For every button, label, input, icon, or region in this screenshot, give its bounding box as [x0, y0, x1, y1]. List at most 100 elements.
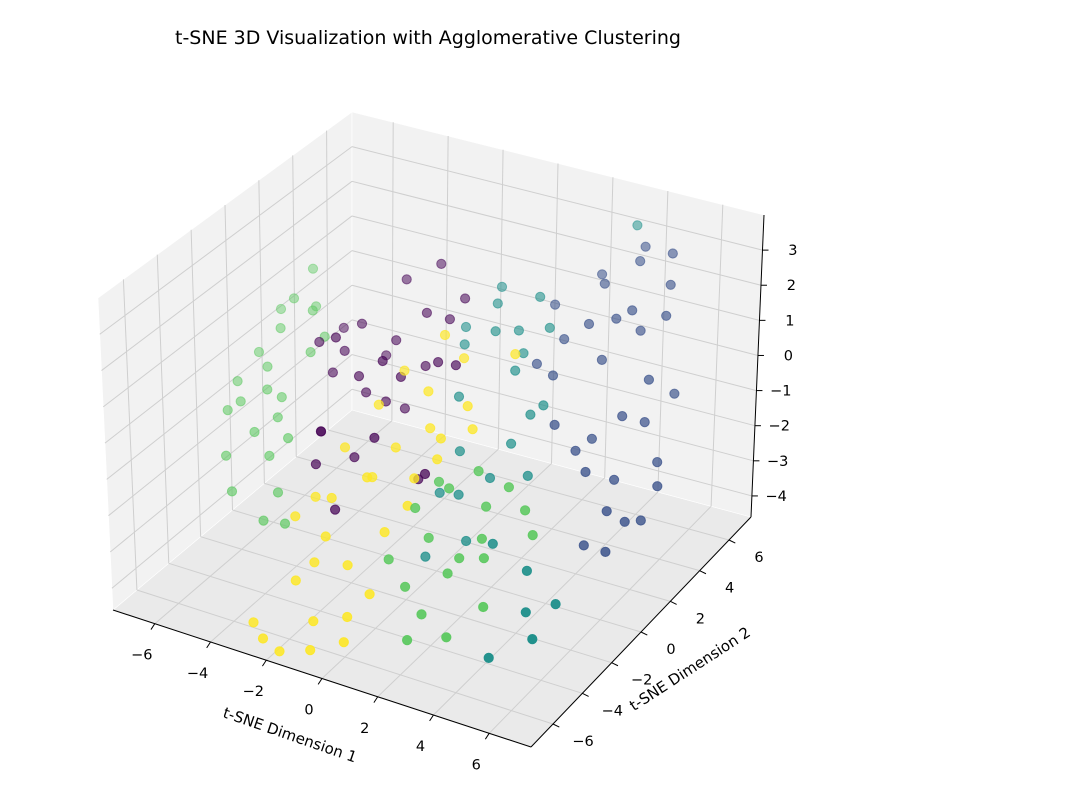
data-point-cluster-0 [349, 452, 360, 463]
data-point-cluster-1 [583, 318, 595, 330]
data-point-cluster-0 [316, 426, 327, 437]
data-point-cluster-4 [364, 589, 375, 600]
data-point-cluster-4 [320, 531, 331, 542]
data-point-cluster-2 [632, 220, 643, 231]
y-tick-mark [552, 723, 560, 728]
z-tick-label: −2 [769, 419, 790, 435]
data-point-cluster-3 [283, 433, 294, 444]
x-tick-label: 0 [304, 703, 313, 719]
data-point-cluster-0 [327, 367, 338, 378]
data-point-cluster-4 [362, 472, 373, 483]
z-tick-label: −4 [766, 489, 787, 505]
x-tick-label: 6 [472, 757, 481, 773]
data-point-cluster-1 [635, 256, 646, 267]
data-point-cluster-2 [520, 607, 531, 618]
data-point-cluster-0 [419, 468, 431, 480]
data-point-cluster-3 [423, 532, 434, 544]
data-point-cluster-4 [310, 491, 321, 502]
data-point-cluster-1 [639, 417, 650, 428]
grid-line-x-back [551, 163, 559, 464]
z-tick-label: −3 [767, 454, 788, 470]
data-point-cluster-2 [434, 487, 445, 498]
y-tick-label: 4 [725, 581, 734, 597]
data-point-cluster-1 [578, 540, 589, 551]
data-point-cluster-2 [513, 325, 525, 336]
data-point-cluster-0 [369, 432, 380, 443]
x-tick-label: 4 [416, 739, 425, 755]
data-point-cluster-0 [391, 335, 402, 346]
data-point-cluster-3 [275, 323, 286, 334]
grid-line-y-left [292, 155, 297, 457]
data-point-cluster-3 [400, 581, 411, 592]
grid-line-y-left [224, 204, 233, 511]
grid-line-z-left [99, 146, 353, 335]
data-point-cluster-2 [460, 321, 472, 333]
data-point-cluster-4 [467, 424, 478, 435]
data-point-cluster-1 [531, 358, 543, 369]
data-point-cluster-2 [538, 400, 549, 411]
y-tick-mark [640, 631, 648, 636]
data-point-cluster-4 [439, 329, 451, 341]
data-point-cluster-3 [253, 346, 265, 358]
data-point-cluster-3 [276, 392, 287, 403]
data-point-cluster-3 [288, 293, 300, 304]
data-point-cluster-3 [454, 553, 465, 564]
y-tick-label: −4 [602, 703, 623, 719]
data-point-cluster-3 [307, 263, 319, 274]
data-point-cluster-0 [420, 360, 431, 372]
grid-line-y-floor [168, 562, 583, 694]
data-point-cluster-3 [222, 405, 233, 416]
data-point-cluster-4 [510, 349, 521, 360]
data-point-cluster-4 [339, 442, 351, 453]
data-point-cluster-4 [432, 454, 443, 465]
data-point-cluster-1 [570, 445, 581, 456]
x-axis-label: t-SNE Dimension 1 [221, 704, 360, 767]
data-point-cluster-2 [492, 298, 503, 309]
x-tick-mark [261, 659, 267, 667]
data-point-cluster-2 [522, 470, 533, 481]
data-point-cluster-3 [272, 487, 284, 498]
data-point-cluster-3 [478, 601, 489, 613]
grid-line-y-left [156, 254, 170, 564]
x-tick-mark [150, 623, 156, 630]
data-point-cluster-1 [669, 388, 680, 399]
data-point-cluster-2 [483, 652, 494, 664]
data-point-cluster-3 [444, 483, 455, 494]
grid-line-x-back [391, 122, 394, 421]
x-tick-mark [429, 714, 434, 722]
data-point-cluster-4 [435, 433, 446, 444]
data-point-cluster-0 [433, 357, 444, 368]
z-tick-label: 1 [785, 313, 794, 329]
data-point-cluster-0 [401, 274, 412, 285]
data-point-cluster-1 [586, 433, 598, 444]
data-point-cluster-3 [473, 466, 484, 477]
data-point-cluster-1 [640, 241, 651, 252]
data-point-cluster-3 [226, 486, 238, 497]
y-tick-mark [582, 692, 589, 697]
data-point-cluster-1 [609, 474, 620, 485]
data-point-cluster-3 [279, 518, 291, 529]
grid-line-y-left [326, 130, 329, 431]
data-point-cluster-3 [305, 347, 316, 358]
x-tick-mark [373, 696, 379, 703]
data-point-cluster-2 [420, 551, 431, 562]
data-point-cluster-2 [544, 322, 555, 333]
grid-line-z-left [109, 354, 353, 553]
data-point-cluster-1 [599, 278, 610, 289]
data-point-cluster-0 [330, 332, 341, 343]
y-tick-label: −6 [572, 734, 593, 750]
y-tick-label: 2 [696, 611, 705, 627]
data-point-cluster-4 [290, 575, 301, 586]
data-point-cluster-0 [377, 355, 388, 367]
data-point-cluster-4 [326, 492, 337, 504]
data-point-cluster-0 [353, 371, 365, 382]
data-point-cluster-1 [547, 370, 559, 381]
grid-line-y-left [122, 279, 138, 591]
data-point-cluster-4 [423, 386, 434, 397]
data-point-cluster-4 [308, 616, 319, 627]
data-point-cluster-1 [635, 325, 646, 336]
data-point-cluster-2 [527, 634, 538, 645]
data-point-cluster-2 [453, 489, 464, 500]
grid-line-z-left [101, 180, 353, 371]
